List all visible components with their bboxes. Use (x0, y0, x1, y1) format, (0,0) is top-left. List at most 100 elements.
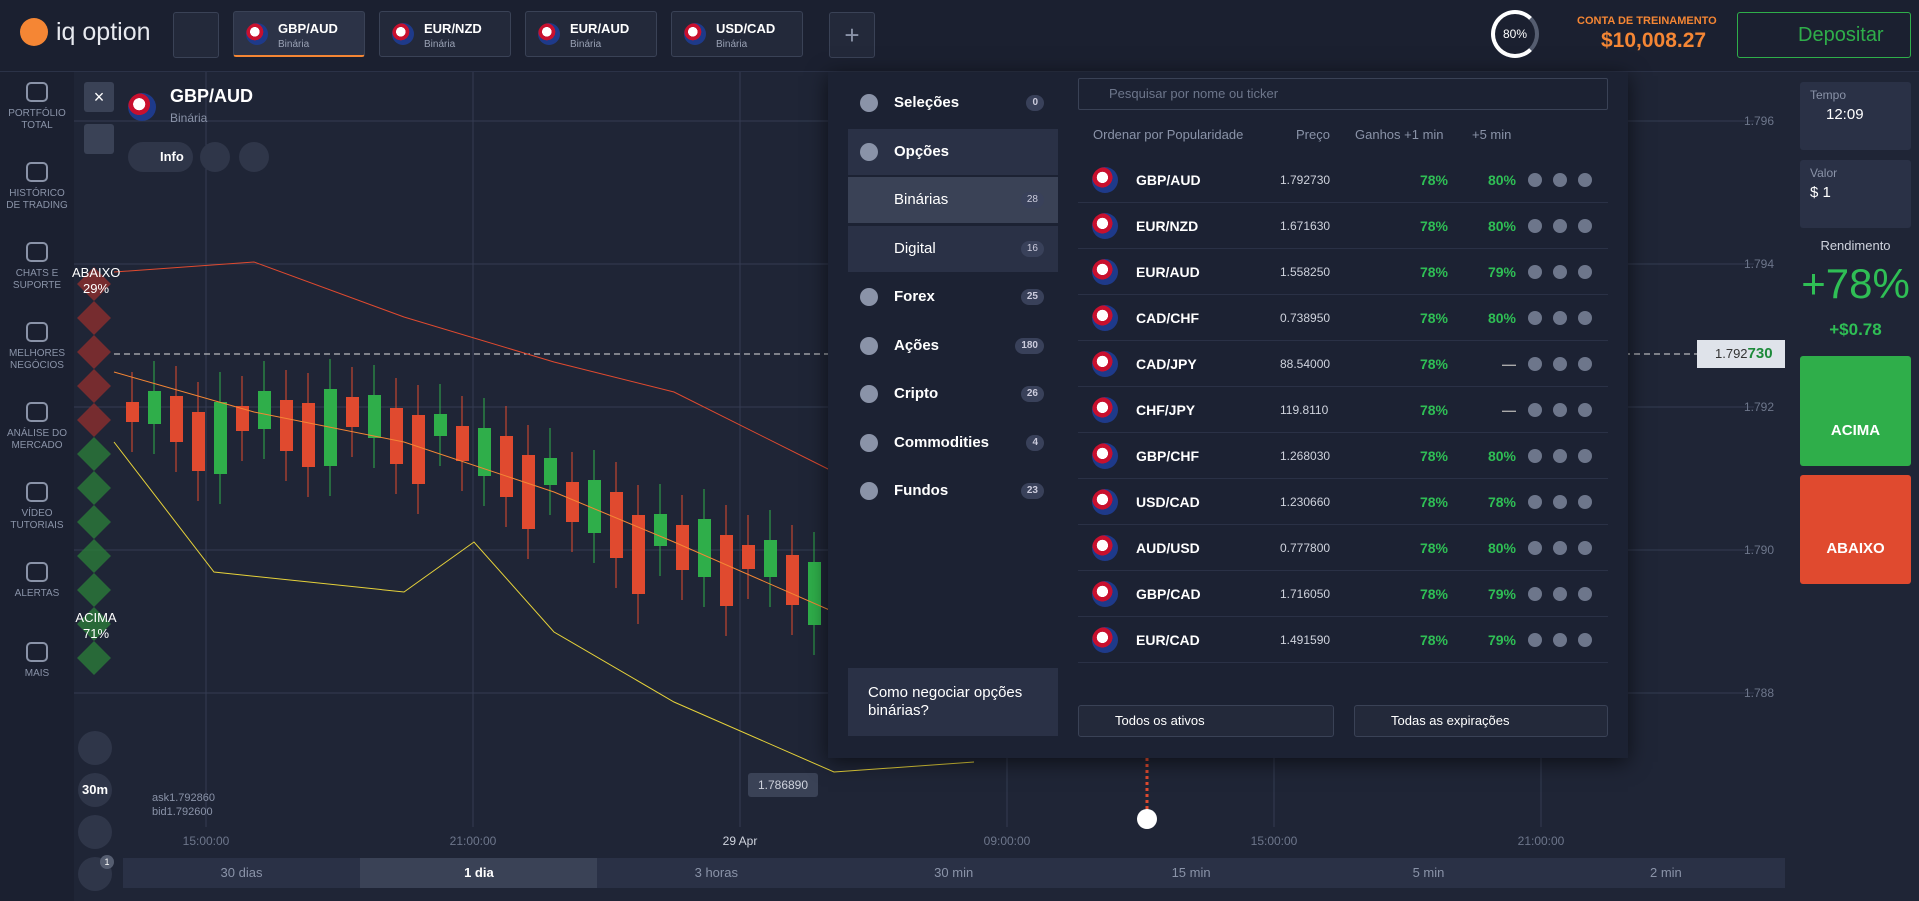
sort-header[interactable]: Ordenar por Popularidade (1093, 127, 1244, 142)
row-action[interactable] (1578, 265, 1592, 279)
row-action[interactable] (1578, 587, 1592, 601)
row-action[interactable] (1528, 403, 1542, 417)
asset-tab[interactable]: EUR/AUD Binária (525, 11, 657, 57)
below-label: ABAIXO (72, 265, 121, 280)
row-action[interactable] (1553, 357, 1567, 371)
row-action[interactable] (1578, 541, 1592, 555)
asset-row[interactable]: GBP/CAD 1.716050 78% 79% (1078, 571, 1608, 617)
category-item[interactable]: Fundos 23 (848, 468, 1058, 514)
category-item[interactable]: Commodities 4 (848, 420, 1058, 466)
row-action[interactable] (1578, 173, 1592, 187)
amount-box[interactable]: Valor $ 1 (1800, 160, 1911, 228)
row-action[interactable] (1553, 403, 1567, 417)
row-action[interactable] (1528, 495, 1542, 509)
chart-type-button[interactable] (78, 731, 112, 765)
row-action[interactable] (1528, 587, 1542, 601)
timeframe-option[interactable]: 15 min (1171, 865, 1211, 880)
filter-assets[interactable]: Todos os ativos (1078, 705, 1334, 737)
category-item[interactable]: Opções (848, 128, 1058, 175)
asset-tab[interactable]: EUR/NZD Binária (379, 11, 511, 57)
asset-tab[interactable]: GBP/AUD Binária (233, 11, 365, 57)
deposit-button[interactable]: Depositar (1737, 12, 1911, 58)
time-box[interactable]: Tempo 12:09 (1800, 82, 1911, 150)
account-label[interactable]: CONTA DE TREINAMENTO (1577, 15, 1717, 27)
asset-row[interactable]: USD/CAD 1.230660 78% 78% (1078, 479, 1608, 525)
asset-row[interactable]: GBP/AUD 1.792730 78% 80% (1078, 157, 1608, 203)
row-action[interactable] (1578, 219, 1592, 233)
close-button[interactable]: × (84, 82, 114, 112)
category-item[interactable]: Cripto 26 (848, 371, 1058, 417)
row-action[interactable] (1528, 265, 1542, 279)
timeframe-option[interactable]: 2 min (1649, 865, 1682, 880)
row-action[interactable] (1553, 541, 1567, 555)
row-action[interactable] (1578, 403, 1592, 417)
row-action[interactable] (1528, 357, 1542, 371)
asset-row[interactable]: CAD/CHF 0.738950 78% 80% (1078, 295, 1608, 341)
row-action[interactable] (1553, 633, 1567, 647)
tutorial-video[interactable]: Como negociar opções binárias? (848, 668, 1058, 736)
info-button[interactable]: Info (128, 142, 193, 172)
row-action[interactable] (1578, 357, 1592, 371)
category-item[interactable]: Binárias 28 (848, 177, 1058, 223)
row-action[interactable] (1528, 219, 1542, 233)
row-action[interactable] (1553, 265, 1567, 279)
asset-tab[interactable]: USD/CAD Binária (671, 11, 803, 57)
row-action[interactable] (1553, 449, 1567, 463)
collapse-button[interactable] (84, 124, 114, 154)
row-action[interactable] (1528, 449, 1542, 463)
sidebar-item[interactable]: ANÁLISE DO MERCADO (0, 402, 74, 452)
timeframe-option[interactable]: 1 dia (360, 858, 598, 888)
row-action[interactable] (1528, 541, 1542, 555)
asset-row[interactable]: EUR/AUD 1.558250 78% 79% (1078, 249, 1608, 295)
sidebar-item[interactable]: CHATS E SUPORTE (0, 242, 74, 292)
row-action[interactable] (1578, 449, 1592, 463)
row-action[interactable] (1553, 587, 1567, 601)
asset-row[interactable]: CHF/JPY 119.8110 78% — (1078, 387, 1608, 433)
asset-row[interactable]: GBP/CHF 1.268030 78% 80% (1078, 433, 1608, 479)
category-item[interactable]: Seleções 0 (848, 80, 1058, 126)
row-action[interactable] (1553, 219, 1567, 233)
asset-name[interactable]: GBP/AUD (170, 86, 254, 106)
asset-row[interactable]: EUR/NZD 1.671630 78% 80% (1078, 203, 1608, 249)
add-tab[interactable]: + (829, 12, 875, 58)
row-action[interactable] (1553, 495, 1567, 509)
logo-icon (20, 18, 48, 46)
timeframe-option[interactable]: 30 dias (220, 865, 263, 880)
category-item[interactable]: Ações 180 (848, 323, 1058, 369)
sidebar-item[interactable]: HISTÓRICO DE TRADING (0, 162, 74, 212)
profit-5min-header[interactable]: +5 min (1472, 127, 1512, 142)
asset-row[interactable]: AUD/USD 0.777800 78% 80% (1078, 525, 1608, 571)
row-action[interactable] (1528, 173, 1542, 187)
period-button[interactable]: 30m (78, 773, 112, 807)
balance[interactable]: $10,008.27 (1601, 29, 1707, 52)
sidebar-item[interactable]: PORTFÓLIO TOTAL (0, 82, 74, 132)
row-action[interactable] (1553, 311, 1567, 325)
timeframe-option[interactable]: 30 min (934, 865, 974, 880)
category-item[interactable]: Forex 25 (848, 274, 1058, 320)
row-action[interactable] (1578, 633, 1592, 647)
row-action[interactable] (1553, 173, 1567, 187)
filter-expiry[interactable]: Todas as expirações (1354, 705, 1608, 737)
category-item[interactable]: Digital 16 (848, 225, 1058, 272)
grid-button[interactable] (173, 12, 219, 58)
asset-row[interactable]: EUR/CAD 1.491590 78% 79% (1078, 617, 1608, 663)
row-action[interactable] (1528, 311, 1542, 325)
row-action[interactable] (1578, 495, 1592, 509)
sidebar-item[interactable]: MAIS (0, 642, 74, 680)
row-action[interactable] (1528, 633, 1542, 647)
sidebar-item[interactable]: MELHORES NEGÓCIOS (0, 322, 74, 372)
draw-button[interactable] (78, 815, 112, 849)
alert-button[interactable] (200, 142, 230, 172)
profit-level[interactable]: 80% (1491, 10, 1539, 58)
favorite-button[interactable] (239, 142, 269, 172)
timeframe-option[interactable]: 5 min (1412, 865, 1445, 880)
sidebar-item[interactable]: ALERTAS (0, 562, 74, 600)
row-action[interactable] (1578, 311, 1592, 325)
put-button[interactable]: ABAIXO (1800, 475, 1911, 584)
asset-row[interactable]: CAD/JPY 88.54000 78% — (1078, 341, 1608, 387)
search-input[interactable]: Pesquisar por nome ou ticker (1078, 78, 1608, 110)
profit-1min-header[interactable]: Ganhos +1 min (1355, 127, 1444, 142)
timeframe-option[interactable]: 3 horas (694, 865, 738, 880)
sidebar-item[interactable]: VÍDEO TUTORIAIS (0, 482, 74, 532)
call-button[interactable]: ACIMA (1800, 356, 1911, 466)
